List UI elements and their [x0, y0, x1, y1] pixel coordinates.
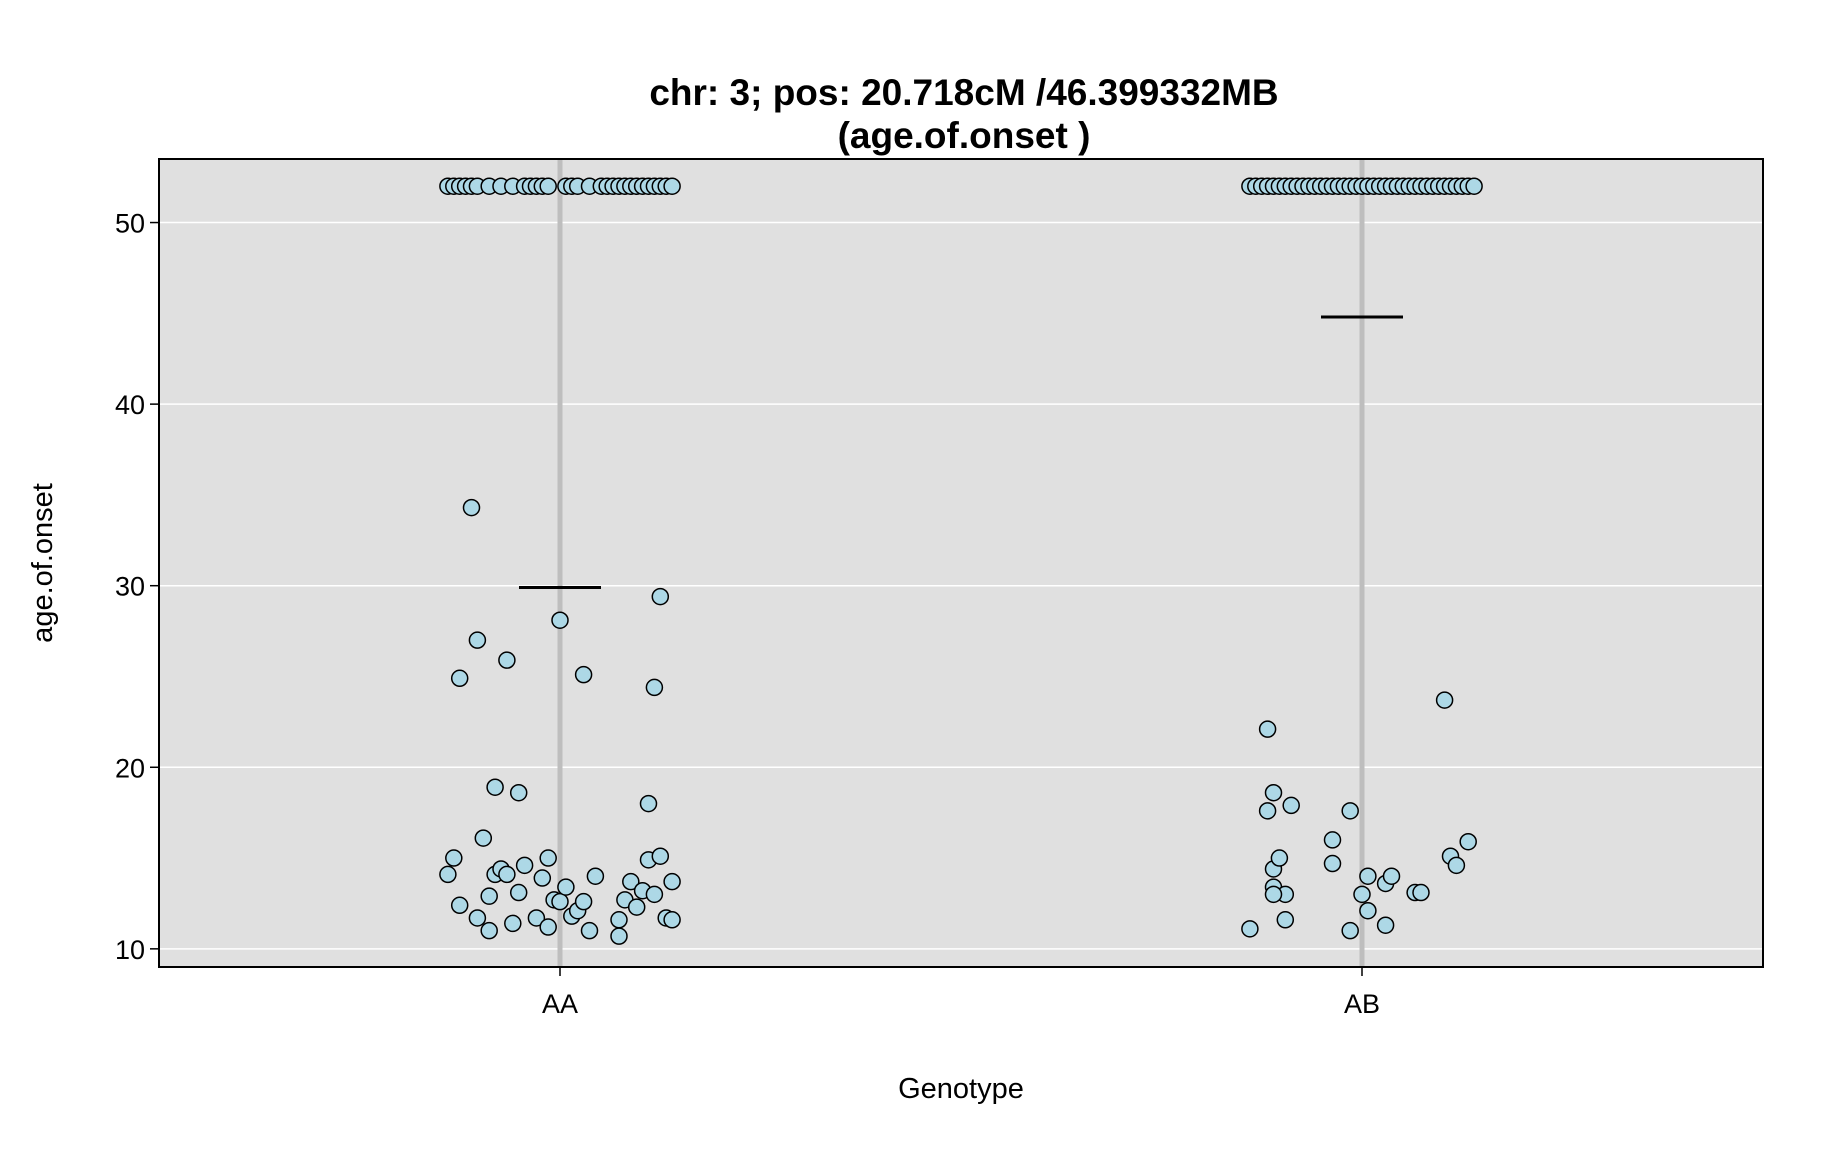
data-point-aa-35 — [551, 611, 569, 629]
data-point-aa-56 — [539, 849, 557, 867]
data-point-aa-43 — [445, 849, 463, 867]
data-point-ab-51 — [1323, 854, 1342, 873]
x-axis-label: Genotype — [898, 1073, 1024, 1105]
data-point-ab-59 — [1376, 916, 1395, 934]
data-point-ab-41 — [1264, 783, 1283, 802]
data-point-ab-65 — [1459, 832, 1477, 851]
data-point-ab-38 — [1465, 177, 1483, 195]
plot-border — [158, 158, 1764, 968]
data-point-ab-62 — [1435, 691, 1454, 709]
data-point-aa-75 — [480, 921, 498, 940]
y-axis-ticks: 10 20 30 40 50 — [115, 209, 159, 965]
data-point-aa-45 — [450, 896, 469, 915]
data-point-aa-46 — [468, 909, 487, 927]
data-point-aa-38 — [645, 678, 664, 697]
data-point-ab-50 — [1323, 831, 1342, 849]
data-point-aa-72 — [651, 847, 670, 865]
data-point-ab-48 — [1276, 911, 1295, 929]
plot-panel — [159, 159, 1763, 967]
data-point-aa-36 — [574, 665, 593, 684]
data-point-ab-45 — [1270, 849, 1289, 867]
data-point-aa-32 — [468, 631, 487, 649]
x-tick-label-aa: AA — [542, 989, 578, 1019]
data-point-ab-61 — [1412, 883, 1430, 902]
y-tick-label-40: 40 — [115, 390, 145, 420]
data-point-ab-39 — [1258, 720, 1277, 738]
data-point-aa-58 — [551, 892, 569, 911]
data-point-ab-49 — [1241, 920, 1259, 938]
data-point-aa-31 — [462, 498, 481, 517]
data-point-aa-59 — [557, 878, 575, 896]
data-point-aa-30 — [663, 177, 681, 195]
data-point-ab-52 — [1341, 802, 1359, 820]
data-point-aa-55 — [533, 869, 552, 887]
data-point-aa-78 — [663, 911, 681, 929]
x-axis-ticks: AA AB — [542, 967, 1380, 1019]
y-tick-label-50: 50 — [115, 209, 145, 239]
data-point-aa-63 — [580, 921, 599, 940]
y-axis-label: age.of.onset — [27, 483, 59, 643]
data-point-aa-71 — [645, 885, 664, 904]
x-tick-label-ab: AB — [1344, 989, 1380, 1019]
data-point-aa-39 — [486, 778, 504, 796]
data-point-ab-42 — [1282, 796, 1300, 815]
data-point-ab-47 — [1264, 885, 1283, 904]
data-point-aa-47 — [480, 887, 498, 905]
category-lines — [557, 159, 1365, 967]
data-point-aa-50 — [498, 865, 516, 884]
data-point-aa-51 — [504, 914, 522, 933]
data-point-aa-68 — [627, 898, 646, 916]
data-point-aa-76 — [539, 918, 557, 936]
data-point-ab-64 — [1447, 856, 1466, 875]
data-point-aa-77 — [610, 927, 628, 945]
gridlines — [159, 221, 1763, 950]
data-point-aa-13 — [539, 177, 557, 195]
data-point-ab-56 — [1341, 921, 1359, 940]
data-point-aa-41 — [474, 829, 493, 847]
data-point-ab-53 — [1353, 885, 1371, 904]
data-point-aa-40 — [509, 783, 528, 802]
data-point-aa-67 — [622, 872, 640, 891]
data-points — [439, 177, 1483, 945]
data-point-aa-52 — [509, 883, 528, 902]
data-point-aa-33 — [450, 669, 469, 688]
data-point-aa-62 — [574, 892, 593, 911]
y-tick-label-20: 20 — [115, 753, 145, 783]
chart-title-line2: (age.of.onset ) — [838, 115, 1091, 156]
data-point-aa-64 — [586, 867, 605, 885]
data-point-aa-54 — [527, 909, 546, 927]
data-point-aa-53 — [515, 856, 534, 875]
data-point-ab-54 — [1359, 867, 1377, 885]
data-point-aa-34 — [498, 651, 516, 669]
data-point-aa-65 — [610, 911, 628, 929]
data-point-aa-37 — [651, 587, 670, 606]
chart-title-line1: chr: 3; pos: 20.718cM /46.399332MB — [649, 72, 1278, 113]
y-tick-label-30: 30 — [115, 572, 145, 602]
data-point-aa-74 — [663, 872, 681, 891]
data-point-ab-55 — [1359, 901, 1377, 920]
data-point-aa-42 — [639, 794, 658, 813]
data-point-ab-40 — [1258, 802, 1277, 820]
mean-lines — [519, 315, 1403, 590]
y-tick-label-10: 10 — [115, 935, 145, 965]
data-point-aa-44 — [439, 865, 457, 884]
data-point-ab-58 — [1382, 867, 1401, 885]
